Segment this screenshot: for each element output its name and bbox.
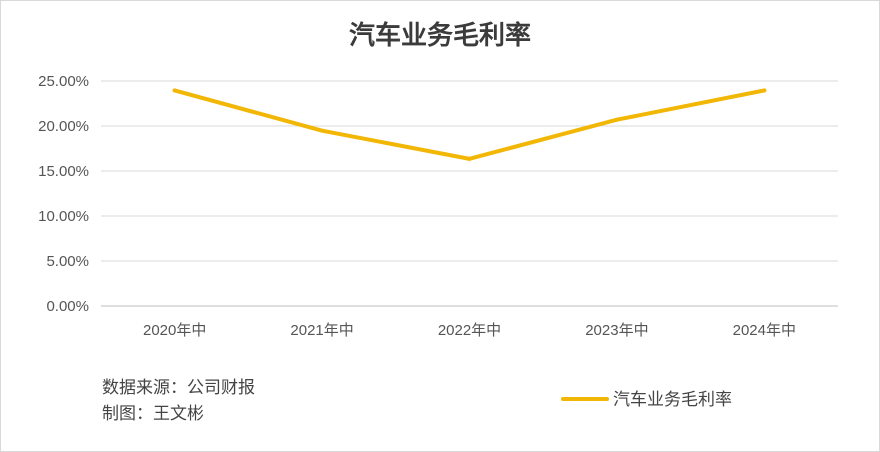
author-note: 制图：王文彬 [102,404,204,424]
y-tick-label: 5.00% [46,253,89,270]
data-point [172,88,177,93]
data-point [467,156,472,161]
y-tick-label: 15.00% [38,163,89,180]
series-line [172,88,767,161]
source-note: 数据来源：公司财报 [102,378,255,398]
gridlines [101,80,838,307]
y-tick-label: 20.00% [38,118,89,135]
data-point [762,88,767,93]
x-tick-label: 2024年中 [733,322,796,339]
data-point [320,128,325,133]
y-tick-label: 0.00% [46,298,89,315]
y-axis-tick-labels: 0.00% 5.00% 10.00% 15.00% 20.00% 25.00% [38,73,89,315]
x-tick-label: 2021年中 [290,322,353,339]
x-tick-label: 2020年中 [143,322,206,339]
legend-label: 汽车业务毛利率 [613,390,732,410]
x-tick-label: 2022年中 [438,322,501,339]
x-tick-label: 2023年中 [585,322,648,339]
x-axis-tick-labels: 2020年中 2021年中 2022年中 2023年中 2024年中 [143,322,796,339]
y-tick-label: 25.00% [38,73,89,90]
y-tick-label: 10.00% [38,208,89,225]
series-layer [172,88,767,161]
chart-title: 汽车业务毛利率 [349,20,531,51]
legend: 汽车业务毛利率 [561,390,732,410]
data-point [614,117,619,122]
